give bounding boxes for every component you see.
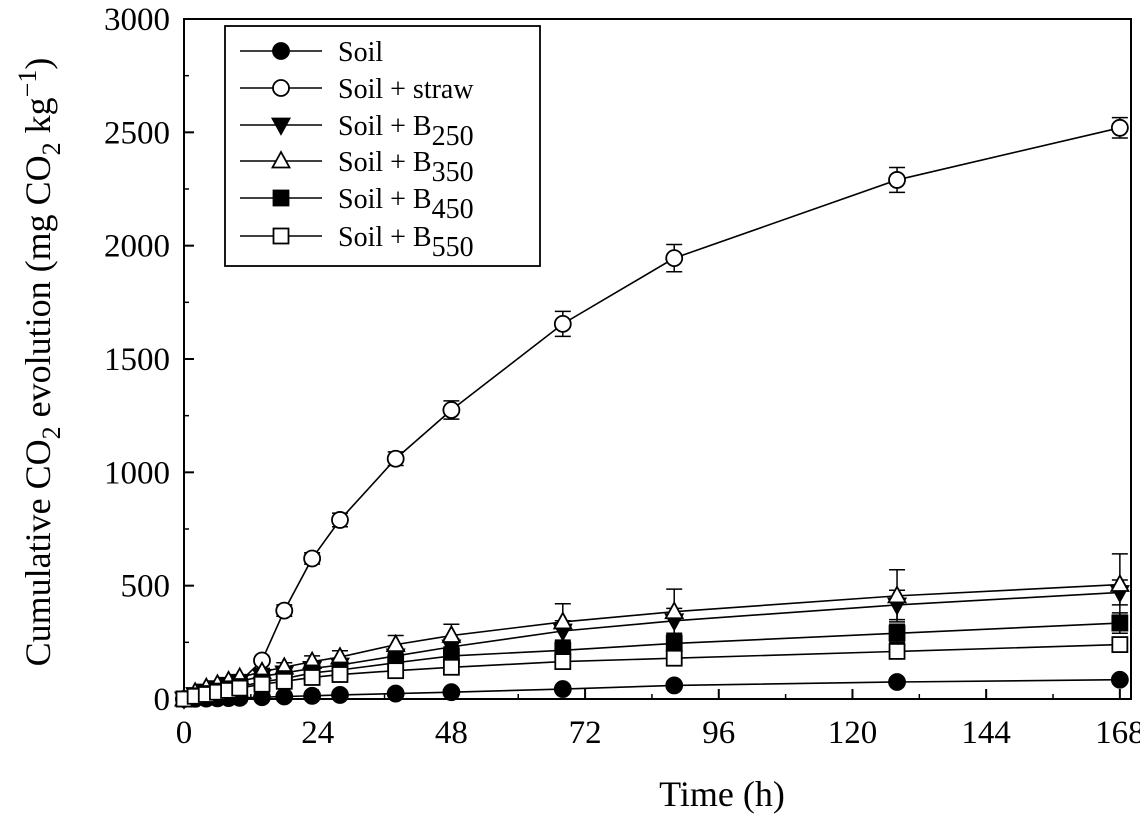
data-point <box>275 672 293 690</box>
y-tick-label: 2000 <box>104 229 170 265</box>
legend-marker <box>270 117 292 136</box>
data-point <box>665 676 684 695</box>
x-tick-label: 24 <box>301 715 334 751</box>
legend-label-text: Soil + B <box>338 222 432 253</box>
data-point <box>331 511 349 529</box>
data-point <box>888 171 906 189</box>
data-point <box>664 600 685 620</box>
data-point <box>888 673 906 691</box>
series-layer <box>173 116 1130 710</box>
legend-marker <box>272 189 290 207</box>
data-point <box>1111 614 1129 632</box>
data-point <box>888 624 906 642</box>
data-point <box>442 658 460 676</box>
y-title-part: Cumulative CO <box>18 439 58 666</box>
data-point <box>1110 670 1129 689</box>
x-tick-label: 72 <box>569 715 602 751</box>
legend-marker <box>272 42 290 60</box>
y-tick-label: 1500 <box>104 342 170 378</box>
series-5 <box>175 636 1129 708</box>
y-title-part: ) <box>18 58 58 70</box>
series-line <box>183 622 1120 700</box>
data-point <box>553 680 572 698</box>
y-title-subscript: 2 <box>37 426 66 439</box>
x-tick-label: 96 <box>702 715 735 751</box>
y-tick-label: 3000 <box>104 2 170 38</box>
legend-label: Soil + B250 <box>338 111 474 152</box>
series-2 <box>173 579 1130 710</box>
legend-label: Soil <box>338 37 383 68</box>
data-point <box>888 643 906 660</box>
x-axis: 0 24 48 72 96 120 144 168 <box>176 689 1140 751</box>
x-tick-label: 144 <box>961 715 1011 751</box>
legend-box <box>224 25 541 267</box>
data-point <box>303 549 322 568</box>
data-point <box>887 584 908 604</box>
y-title-superscript: −1 <box>13 70 42 98</box>
data-point <box>387 662 405 680</box>
legend-label-text: Soil + B <box>338 147 432 178</box>
legend-label-text: Soil + straw <box>338 74 474 105</box>
data-point <box>1110 118 1129 137</box>
data-point <box>275 601 294 620</box>
legend-label: Soil + B550 <box>338 222 474 263</box>
data-point <box>442 401 461 419</box>
legend-marker <box>272 227 290 245</box>
x-tick-label: 0 <box>176 715 193 751</box>
data-point <box>386 449 405 468</box>
data-point <box>442 683 461 702</box>
x-tick-label: 120 <box>828 715 878 751</box>
y-tick-label: 1000 <box>104 455 170 491</box>
data-point <box>303 686 322 705</box>
x-axis-title: Time (h) <box>659 774 785 814</box>
data-point <box>386 684 405 703</box>
series-line <box>183 591 1120 700</box>
data-point <box>553 314 572 333</box>
legend-label: Soil + B450 <box>338 184 474 225</box>
data-point <box>665 649 683 667</box>
data-point <box>665 635 683 652</box>
data-point <box>275 687 294 706</box>
x-tick-label: 48 <box>435 715 468 751</box>
data-point <box>554 653 572 670</box>
data-point <box>331 666 349 683</box>
legend-marker <box>270 150 292 169</box>
legend-label-text: Soil <box>338 37 383 68</box>
legend-label-subscript: 250 <box>432 121 474 152</box>
y-title-subscript: 2 <box>37 142 66 155</box>
data-point <box>231 679 249 697</box>
data-point <box>303 669 321 686</box>
x-tick-label: 168 <box>1095 715 1140 751</box>
data-point <box>331 686 349 704</box>
y-tick-label: 0 <box>154 682 171 718</box>
data-point <box>441 624 462 643</box>
data-point <box>1111 636 1129 653</box>
legend-label-subscript: 550 <box>432 232 474 263</box>
y-title-part: kg <box>18 97 58 142</box>
y-axis: 0 500 1000 1500 2000 2500 3000 <box>104 2 194 718</box>
legend-label-text: Soil + B <box>338 111 432 142</box>
y-tick-label: 500 <box>121 569 171 605</box>
data-point <box>552 611 573 630</box>
legend-marker <box>272 79 290 97</box>
data-point <box>665 249 684 268</box>
legend-label: Soil + B350 <box>338 147 474 188</box>
legend-label-subscript: 450 <box>432 194 474 225</box>
data-point <box>385 633 406 652</box>
legend-label: Soil + straw <box>338 74 474 105</box>
y-axis-title: Cumulative CO2 evolution (mg CO2 kg−1) <box>13 58 66 667</box>
legend-label-subscript: 350 <box>432 157 474 188</box>
data-point <box>1109 573 1130 592</box>
legend-label-text: Soil + B <box>338 184 432 215</box>
y-tick-label: 2500 <box>104 115 170 151</box>
data-point <box>253 675 271 693</box>
y-title-part: evolution (mg CO <box>18 155 58 426</box>
